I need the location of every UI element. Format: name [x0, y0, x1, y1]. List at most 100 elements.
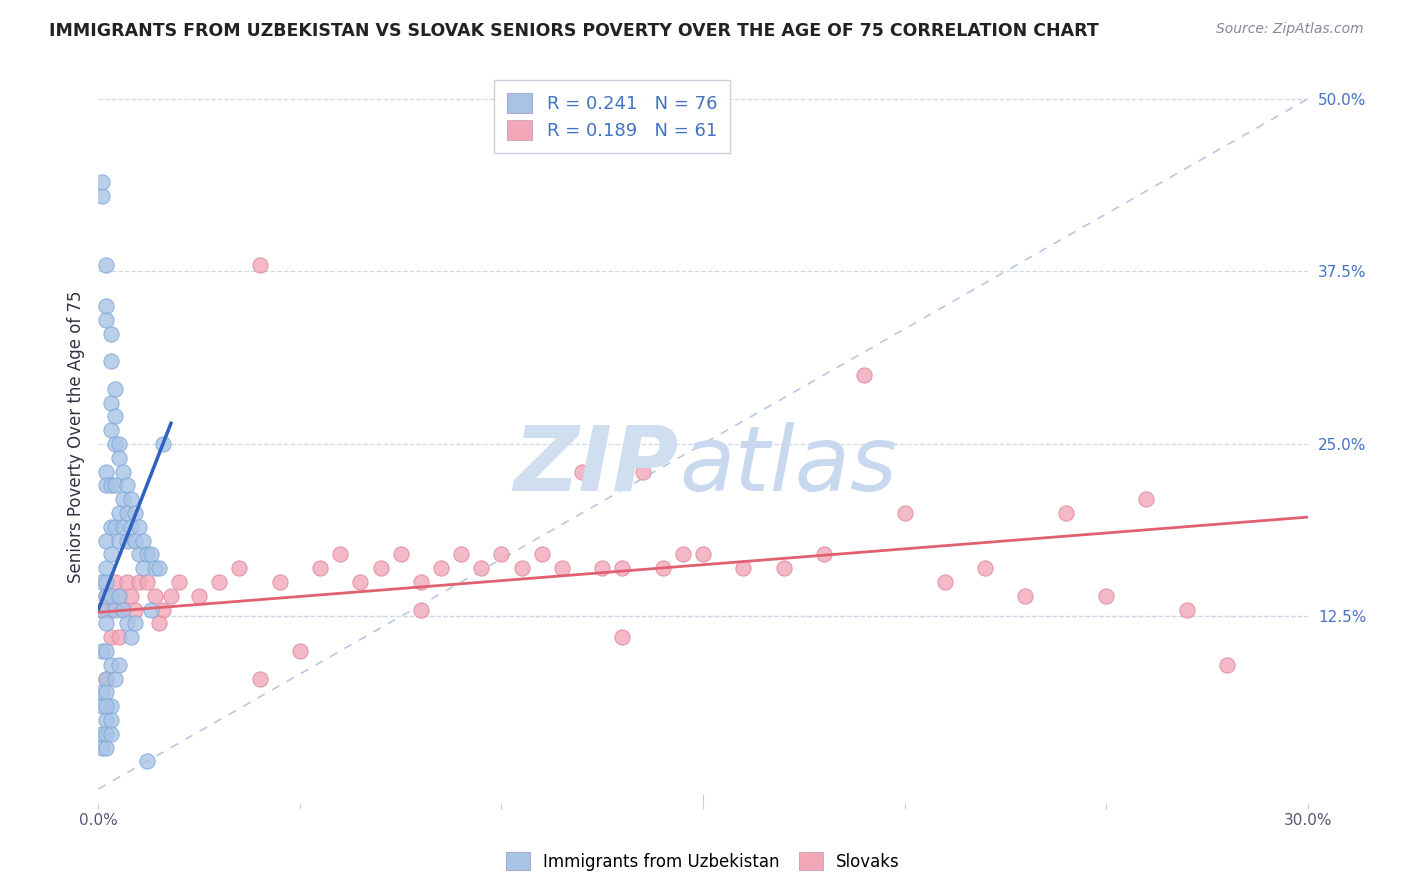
Point — [91, 644, 114, 658]
Point — [103, 478, 125, 492]
Point — [692, 548, 714, 562]
Point — [107, 589, 129, 603]
Point — [1014, 589, 1036, 603]
Point — [530, 548, 553, 562]
Point — [100, 326, 122, 341]
Point — [91, 602, 114, 616]
Point — [91, 602, 114, 616]
Point — [91, 685, 114, 699]
Point — [128, 548, 150, 562]
Point — [91, 574, 114, 589]
Point — [329, 548, 352, 562]
Point — [228, 561, 250, 575]
Point — [100, 657, 122, 672]
Point — [107, 533, 129, 548]
Point — [813, 548, 835, 562]
Point — [651, 561, 673, 575]
Point — [111, 602, 134, 616]
Point — [974, 561, 997, 575]
Point — [103, 520, 125, 534]
Point — [132, 561, 155, 575]
Point — [139, 548, 162, 562]
Point — [148, 616, 170, 631]
Point — [124, 616, 146, 631]
Point — [96, 685, 118, 699]
Point — [96, 589, 118, 603]
Point — [100, 727, 122, 741]
Point — [91, 188, 114, 202]
Point — [96, 299, 118, 313]
Point — [96, 672, 118, 686]
Point — [120, 520, 142, 534]
Point — [120, 589, 142, 603]
Point — [103, 602, 125, 616]
Point — [100, 520, 122, 534]
Point — [389, 548, 412, 562]
Point — [96, 465, 118, 479]
Point — [139, 602, 162, 616]
Point — [208, 574, 231, 589]
Point — [96, 312, 118, 326]
Point — [100, 713, 122, 727]
Point — [107, 657, 129, 672]
Legend: R = 0.241   N = 76, R = 0.189   N = 61: R = 0.241 N = 76, R = 0.189 N = 61 — [495, 80, 730, 153]
Point — [96, 533, 118, 548]
Point — [430, 561, 453, 575]
Point — [309, 561, 332, 575]
Point — [143, 561, 166, 575]
Point — [124, 533, 146, 548]
Point — [1135, 492, 1157, 507]
Point — [128, 520, 150, 534]
Point — [551, 561, 574, 575]
Point — [148, 561, 170, 575]
Point — [115, 506, 138, 520]
Point — [103, 437, 125, 451]
Point — [510, 561, 533, 575]
Point — [100, 354, 122, 368]
Point — [269, 574, 291, 589]
Point — [249, 672, 271, 686]
Point — [491, 548, 513, 562]
Point — [103, 574, 125, 589]
Point — [124, 602, 146, 616]
Point — [249, 258, 271, 272]
Point — [91, 699, 114, 714]
Point — [107, 589, 129, 603]
Point — [96, 672, 118, 686]
Point — [135, 548, 157, 562]
Point — [152, 437, 174, 451]
Point — [143, 589, 166, 603]
Point — [103, 672, 125, 686]
Point — [167, 574, 190, 589]
Point — [672, 548, 695, 562]
Point — [132, 533, 155, 548]
Point — [115, 616, 138, 631]
Point — [612, 561, 634, 575]
Point — [91, 740, 114, 755]
Point — [103, 382, 125, 396]
Point — [120, 492, 142, 507]
Text: Source: ZipAtlas.com: Source: ZipAtlas.com — [1216, 22, 1364, 37]
Point — [107, 506, 129, 520]
Point — [91, 175, 114, 189]
Point — [96, 258, 118, 272]
Point — [772, 561, 794, 575]
Point — [160, 589, 183, 603]
Point — [91, 727, 114, 741]
Point — [100, 478, 122, 492]
Point — [571, 465, 593, 479]
Point — [96, 616, 118, 631]
Point — [115, 574, 138, 589]
Point — [349, 574, 371, 589]
Point — [111, 492, 134, 507]
Point — [96, 699, 118, 714]
Point — [853, 368, 876, 382]
Point — [96, 574, 118, 589]
Point — [188, 589, 211, 603]
Point — [111, 520, 134, 534]
Point — [111, 602, 134, 616]
Point — [934, 574, 956, 589]
Point — [135, 755, 157, 769]
Point — [893, 506, 915, 520]
Point — [124, 506, 146, 520]
